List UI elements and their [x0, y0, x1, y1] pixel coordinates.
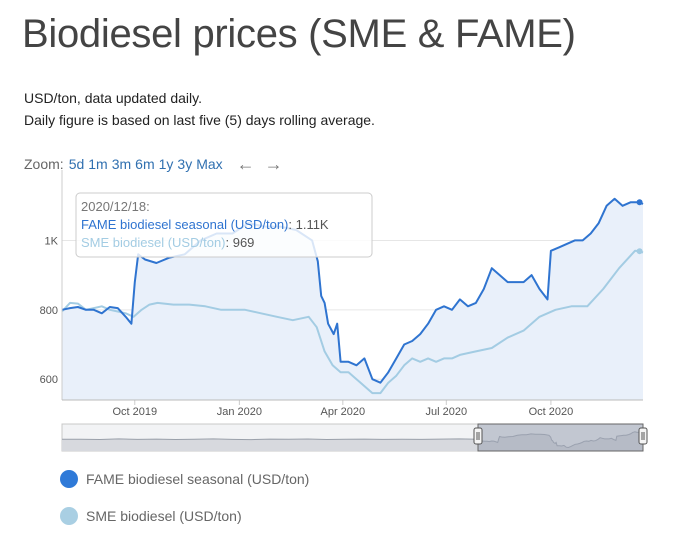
hover-point-fame: [636, 199, 643, 206]
tooltip-sme-value: : 969: [226, 235, 255, 250]
y-tick-label: 600: [40, 374, 58, 386]
arrow-left-icon[interactable]: ←: [236, 154, 255, 174]
x-tick-label: Oct 2020: [529, 406, 574, 418]
tooltip-fame: FAME biodiesel seasonal (USD/ton): 1.11K: [81, 217, 329, 232]
zoom-1m[interactable]: 1m: [88, 156, 108, 172]
tooltip-sme: SME biodiesel (USD/ton): 969: [81, 235, 254, 250]
tooltip-fame-value: : 1.11K: [288, 217, 329, 232]
legend-marker-fame: [60, 470, 78, 488]
zoom-5d[interactable]: 5d: [68, 156, 85, 172]
zoom-1y[interactable]: 1y: [158, 156, 174, 172]
tooltip-box: [75, 192, 373, 258]
tooltip-sme-label: SME biodiesel (USD/ton): [81, 235, 226, 250]
subtitle-units: USD/ton, data updated daily.: [24, 90, 202, 106]
legend-label-sme: SME biodiesel (USD/ton): [86, 508, 242, 524]
page-title: Biodiesel prices (SME & FAME): [22, 12, 576, 56]
legend-item-sme[interactable]: SME biodiesel (USD/ton): [60, 507, 242, 525]
x-tick-label: Jan 2020: [217, 406, 262, 418]
y-tick-label: 1K: [45, 235, 59, 247]
zoom-max[interactable]: Max: [196, 156, 223, 172]
tooltip: 2020/12/18: FAME biodiesel seasonal (USD/…: [75, 192, 373, 258]
navigator-handle-left[interactable]: [473, 427, 483, 445]
arrow-right-icon[interactable]: →: [264, 154, 283, 174]
zoom-bar: Zoom: 5d 1m 3m 6m 1y 3y Max ← →: [24, 154, 283, 174]
legend-marker-sme: [60, 507, 78, 525]
hover-point-sme: [636, 248, 643, 255]
tooltip-date: 2020/12/18:: [81, 199, 150, 214]
legend-label-fame: FAME biodiesel seasonal (USD/ton): [86, 471, 310, 487]
x-tick-label: Jul 2020: [426, 406, 468, 418]
zoom-3m[interactable]: 3m: [111, 156, 132, 172]
zoom-6m[interactable]: 6m: [135, 156, 155, 172]
y-tick-label: 800: [40, 305, 58, 317]
tooltip-fame-label: FAME biodiesel seasonal (USD/ton): [81, 217, 288, 232]
x-tick-label: Oct 2019: [112, 406, 157, 418]
legend-item-fame[interactable]: FAME biodiesel seasonal (USD/ton): [60, 470, 309, 488]
navigator-handle-right[interactable]: [638, 427, 648, 445]
zoom-3y[interactable]: 3y: [177, 156, 193, 172]
x-tick-label: Apr 2020: [321, 406, 366, 418]
subtitle-note: Daily figure is based on last five (5) d…: [24, 112, 375, 128]
navigator-selection: [477, 423, 644, 452]
zoom-label: Zoom:: [24, 156, 64, 172]
